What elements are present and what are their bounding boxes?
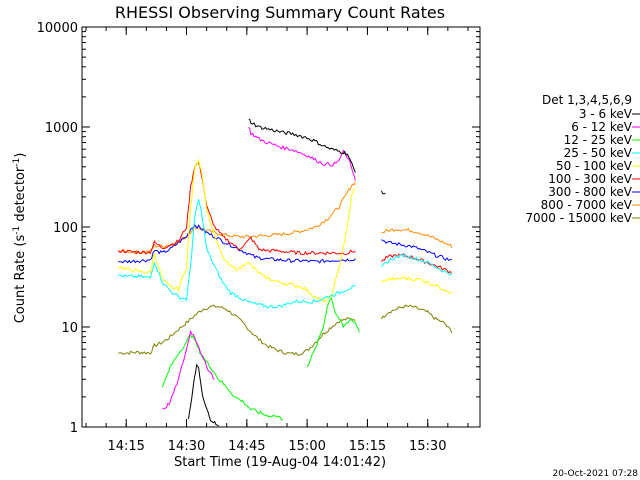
legend-entry: 100 - 300 keV — [548, 172, 632, 186]
series-line — [161, 297, 360, 421]
legend-entry: 12 - 25 keV — [564, 133, 633, 147]
y-axis-label: Count Rate (s-1 detector-1) — [12, 153, 28, 324]
y-axis: 1 10 100 1000 10000 — [37, 21, 480, 436]
y-tick-label: 1 — [70, 421, 78, 436]
x-tick-label: 15:30 — [409, 439, 446, 454]
legend-entry: 50 - 100 keV — [556, 159, 633, 173]
legend-entry: 6 - 12 keV — [571, 120, 633, 134]
legend-title: Det 1,3,4,5,6,9 — [542, 93, 632, 107]
plot-area — [117, 118, 453, 427]
series-line — [162, 126, 356, 410]
series-line — [118, 304, 453, 356]
x-axis: 14:15 14:30 14:45 15:00 15:15 15:30 — [85, 27, 469, 454]
x-tick-label: 15:15 — [349, 439, 386, 454]
y-tick-label: 100 — [53, 221, 78, 236]
y-axis-label-sup2: -1 — [12, 158, 22, 167]
legend-entry: 300 - 800 keV — [548, 185, 632, 199]
legend-entry: 25 - 50 keV — [564, 146, 633, 160]
footer-date: 20-Oct-2021 07:28 — [553, 469, 639, 479]
legend-entry: 800 - 7000 keV — [541, 198, 633, 212]
series-line — [118, 181, 453, 255]
chart-title: RHESSI Observing Summary Count Rates — [115, 3, 445, 22]
x-tick-label: 14:45 — [228, 439, 265, 454]
series-line — [117, 157, 453, 303]
series-group — [117, 118, 453, 427]
y-tick-label: 10 — [61, 321, 78, 336]
x-tick-label: 14:15 — [107, 439, 144, 454]
x-axis-label: Start Time (19-Aug-04 14:01:42) — [174, 455, 386, 470]
series-line — [117, 162, 453, 275]
x-tick-label: 15:00 — [288, 439, 325, 454]
y-tick-label: 1000 — [45, 121, 78, 136]
legend-entry: 3 - 6 keV — [579, 107, 633, 121]
y-tick-label: 10000 — [37, 21, 78, 36]
series-line — [118, 223, 452, 264]
y-axis-label-sup1: -1 — [12, 226, 22, 235]
series-line — [188, 118, 386, 427]
x-tick-label: 14:30 — [168, 439, 205, 454]
series-line — [118, 199, 453, 309]
legend-entry: 7000 - 15000 keV — [525, 211, 632, 225]
